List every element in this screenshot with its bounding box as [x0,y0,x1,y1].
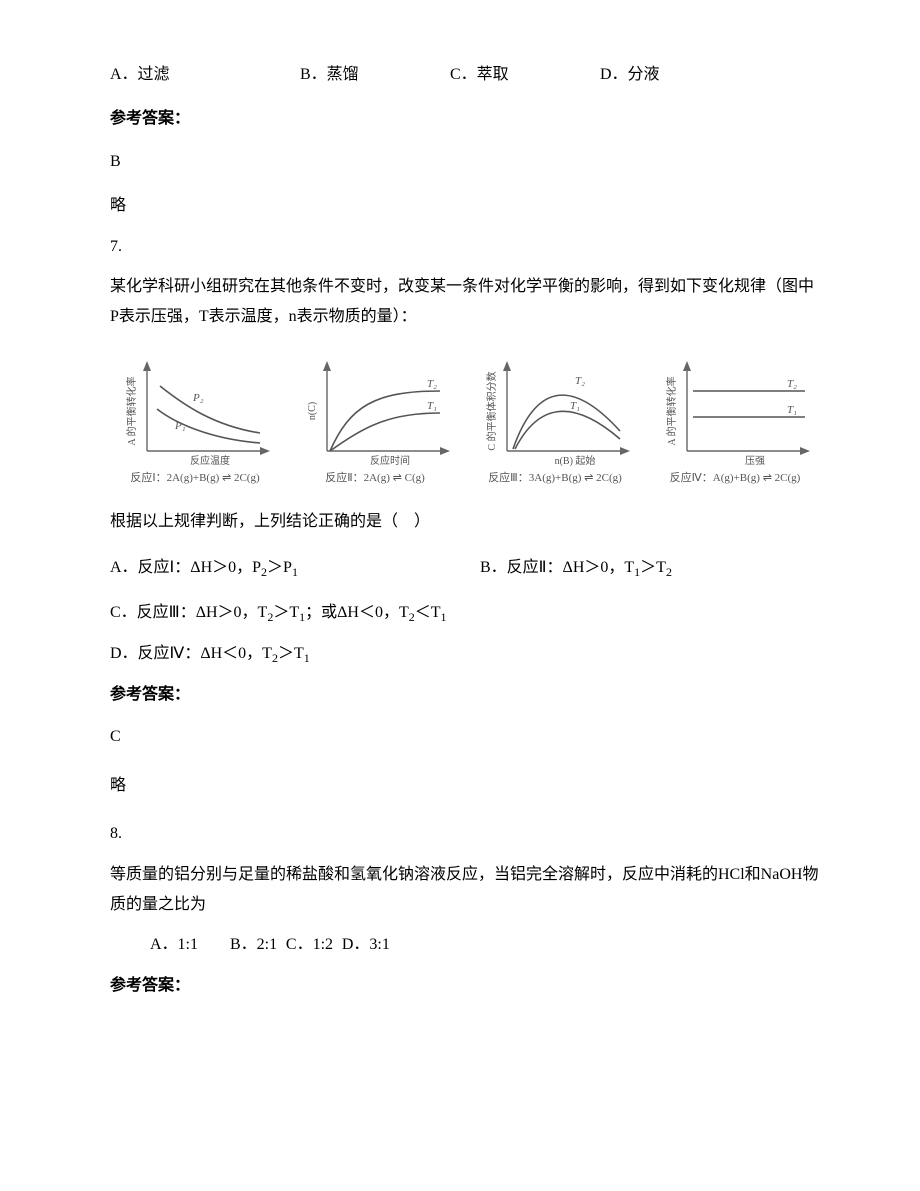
q7-chart3: T₂ T₁ C 的平衡体积分数 n(B) 起始 反应Ⅲ：3A(g)+B(g) ⇌… [470,351,640,489]
q7-chart2-svg: T₂ T₁ n(C) 反应时间 [295,351,455,466]
q7-option-d: D．反应Ⅳ：ΔH＜0，T2＞T1 [110,639,820,670]
svg-text:反应时间: 反应时间 [370,454,410,466]
q7-chart4-svg: T₂ T₁ A 的平衡转化率 压强 [655,351,815,466]
q7-chart1-caption: 反应Ⅰ：2A(g)+B(g) ⇌ 2C(g) [130,468,259,489]
svg-text:T₁: T₁ [570,400,580,412]
svg-text:A 的平衡转化率: A 的平衡转化率 [125,376,138,445]
q7-note: 略 [110,771,820,801]
prev-option-c: C．萃取 [450,60,600,90]
q7-chart3-caption: 反应Ⅲ：3A(g)+B(g) ⇌ 2C(g) [488,468,622,489]
svg-text:n(B) 起始: n(B) 起始 [555,454,596,466]
q7-number: 7. [110,232,820,262]
svg-text:P₂: P₂ [192,392,204,404]
q7-chart2: T₂ T₁ n(C) 反应时间 反应Ⅱ：2A(g) ⇌ C(g) [290,351,460,489]
prev-option-d: D．分液 [600,60,660,90]
q8-options: A．1:1 B．2:1 C．1:2 D．3:1 [150,930,820,960]
prev-answer: B [110,147,820,177]
svg-text:n(C): n(C) [307,402,318,420]
svg-text:T₂: T₂ [427,378,437,390]
svg-text:A 的平衡转化率: A 的平衡转化率 [665,376,678,445]
svg-text:T₁: T₁ [427,400,437,412]
prev-options-row: A．过滤 B．蒸馏 C．萃取 D．分液 [110,60,820,90]
q7-option-a: A．反应Ⅰ：ΔH＞0，P2＞P1 [110,553,480,584]
prev-note: 略 [110,191,820,221]
q8-number: 8. [110,819,820,849]
svg-text:C 的平衡体积分数: C 的平衡体积分数 [485,371,498,450]
prev-option-b: B．蒸馏 [300,60,450,90]
prev-option-a: A．过滤 [110,60,300,90]
q7-stem1: 某化学科研小组研究在其他条件不变时，改变某一条件对化学平衡的影响，得到如下变化规… [110,272,820,333]
q7-answer-label: 参考答案： [110,680,820,710]
q7-chart2-caption: 反应Ⅱ：2A(g) ⇌ C(g) [325,468,425,489]
svg-text:压强: 压强 [745,455,765,466]
q7-chart4: T₂ T₁ A 的平衡转化率 压强 反应Ⅳ：A(g)+B(g) ⇌ 2C(g) [650,351,820,489]
q7-option-c: C．反应Ⅲ：ΔH＞0，T2＞T1；或ΔH＜0，T2＜T1 [110,598,820,629]
svg-text:反应温度: 反应温度 [190,454,230,466]
q7-option-b: B．反应Ⅱ：ΔH＞0，T1＞T2 [480,553,672,584]
q7-chart4-caption: 反应Ⅳ：A(g)+B(g) ⇌ 2C(g) [670,468,801,489]
q8-answer-label: 参考答案： [110,971,820,1001]
svg-text:P₁: P₁ [174,420,186,432]
q7-options-row1: A．反应Ⅰ：ΔH＞0，P2＞P1 B．反应Ⅱ：ΔH＞0，T1＞T2 [110,553,820,584]
svg-text:T₁: T₁ [787,404,797,416]
q7-chart3-svg: T₂ T₁ C 的平衡体积分数 n(B) 起始 [475,351,635,466]
q7-chart1: P₂ P₁ A 的平衡转化率 反应温度 反应Ⅰ：2A(g)+B(g) ⇌ 2C(… [110,351,280,489]
q7-stem2: 根据以上规律判断，上列结论正确的是（ ） [110,507,820,537]
q7-answer: C [110,722,820,752]
prev-answer-label: 参考答案： [110,104,820,134]
q8-stem: 等质量的铝分别与足量的稀盐酸和氢氧化钠溶液反应，当铝完全溶解时，反应中消耗的HC… [110,860,820,921]
svg-text:T₂: T₂ [575,375,585,387]
q7-chart1-svg: P₂ P₁ A 的平衡转化率 反应温度 [115,351,275,466]
svg-text:T₂: T₂ [787,378,797,390]
q7-charts-row: P₂ P₁ A 的平衡转化率 反应温度 反应Ⅰ：2A(g)+B(g) ⇌ 2C(… [110,351,820,489]
